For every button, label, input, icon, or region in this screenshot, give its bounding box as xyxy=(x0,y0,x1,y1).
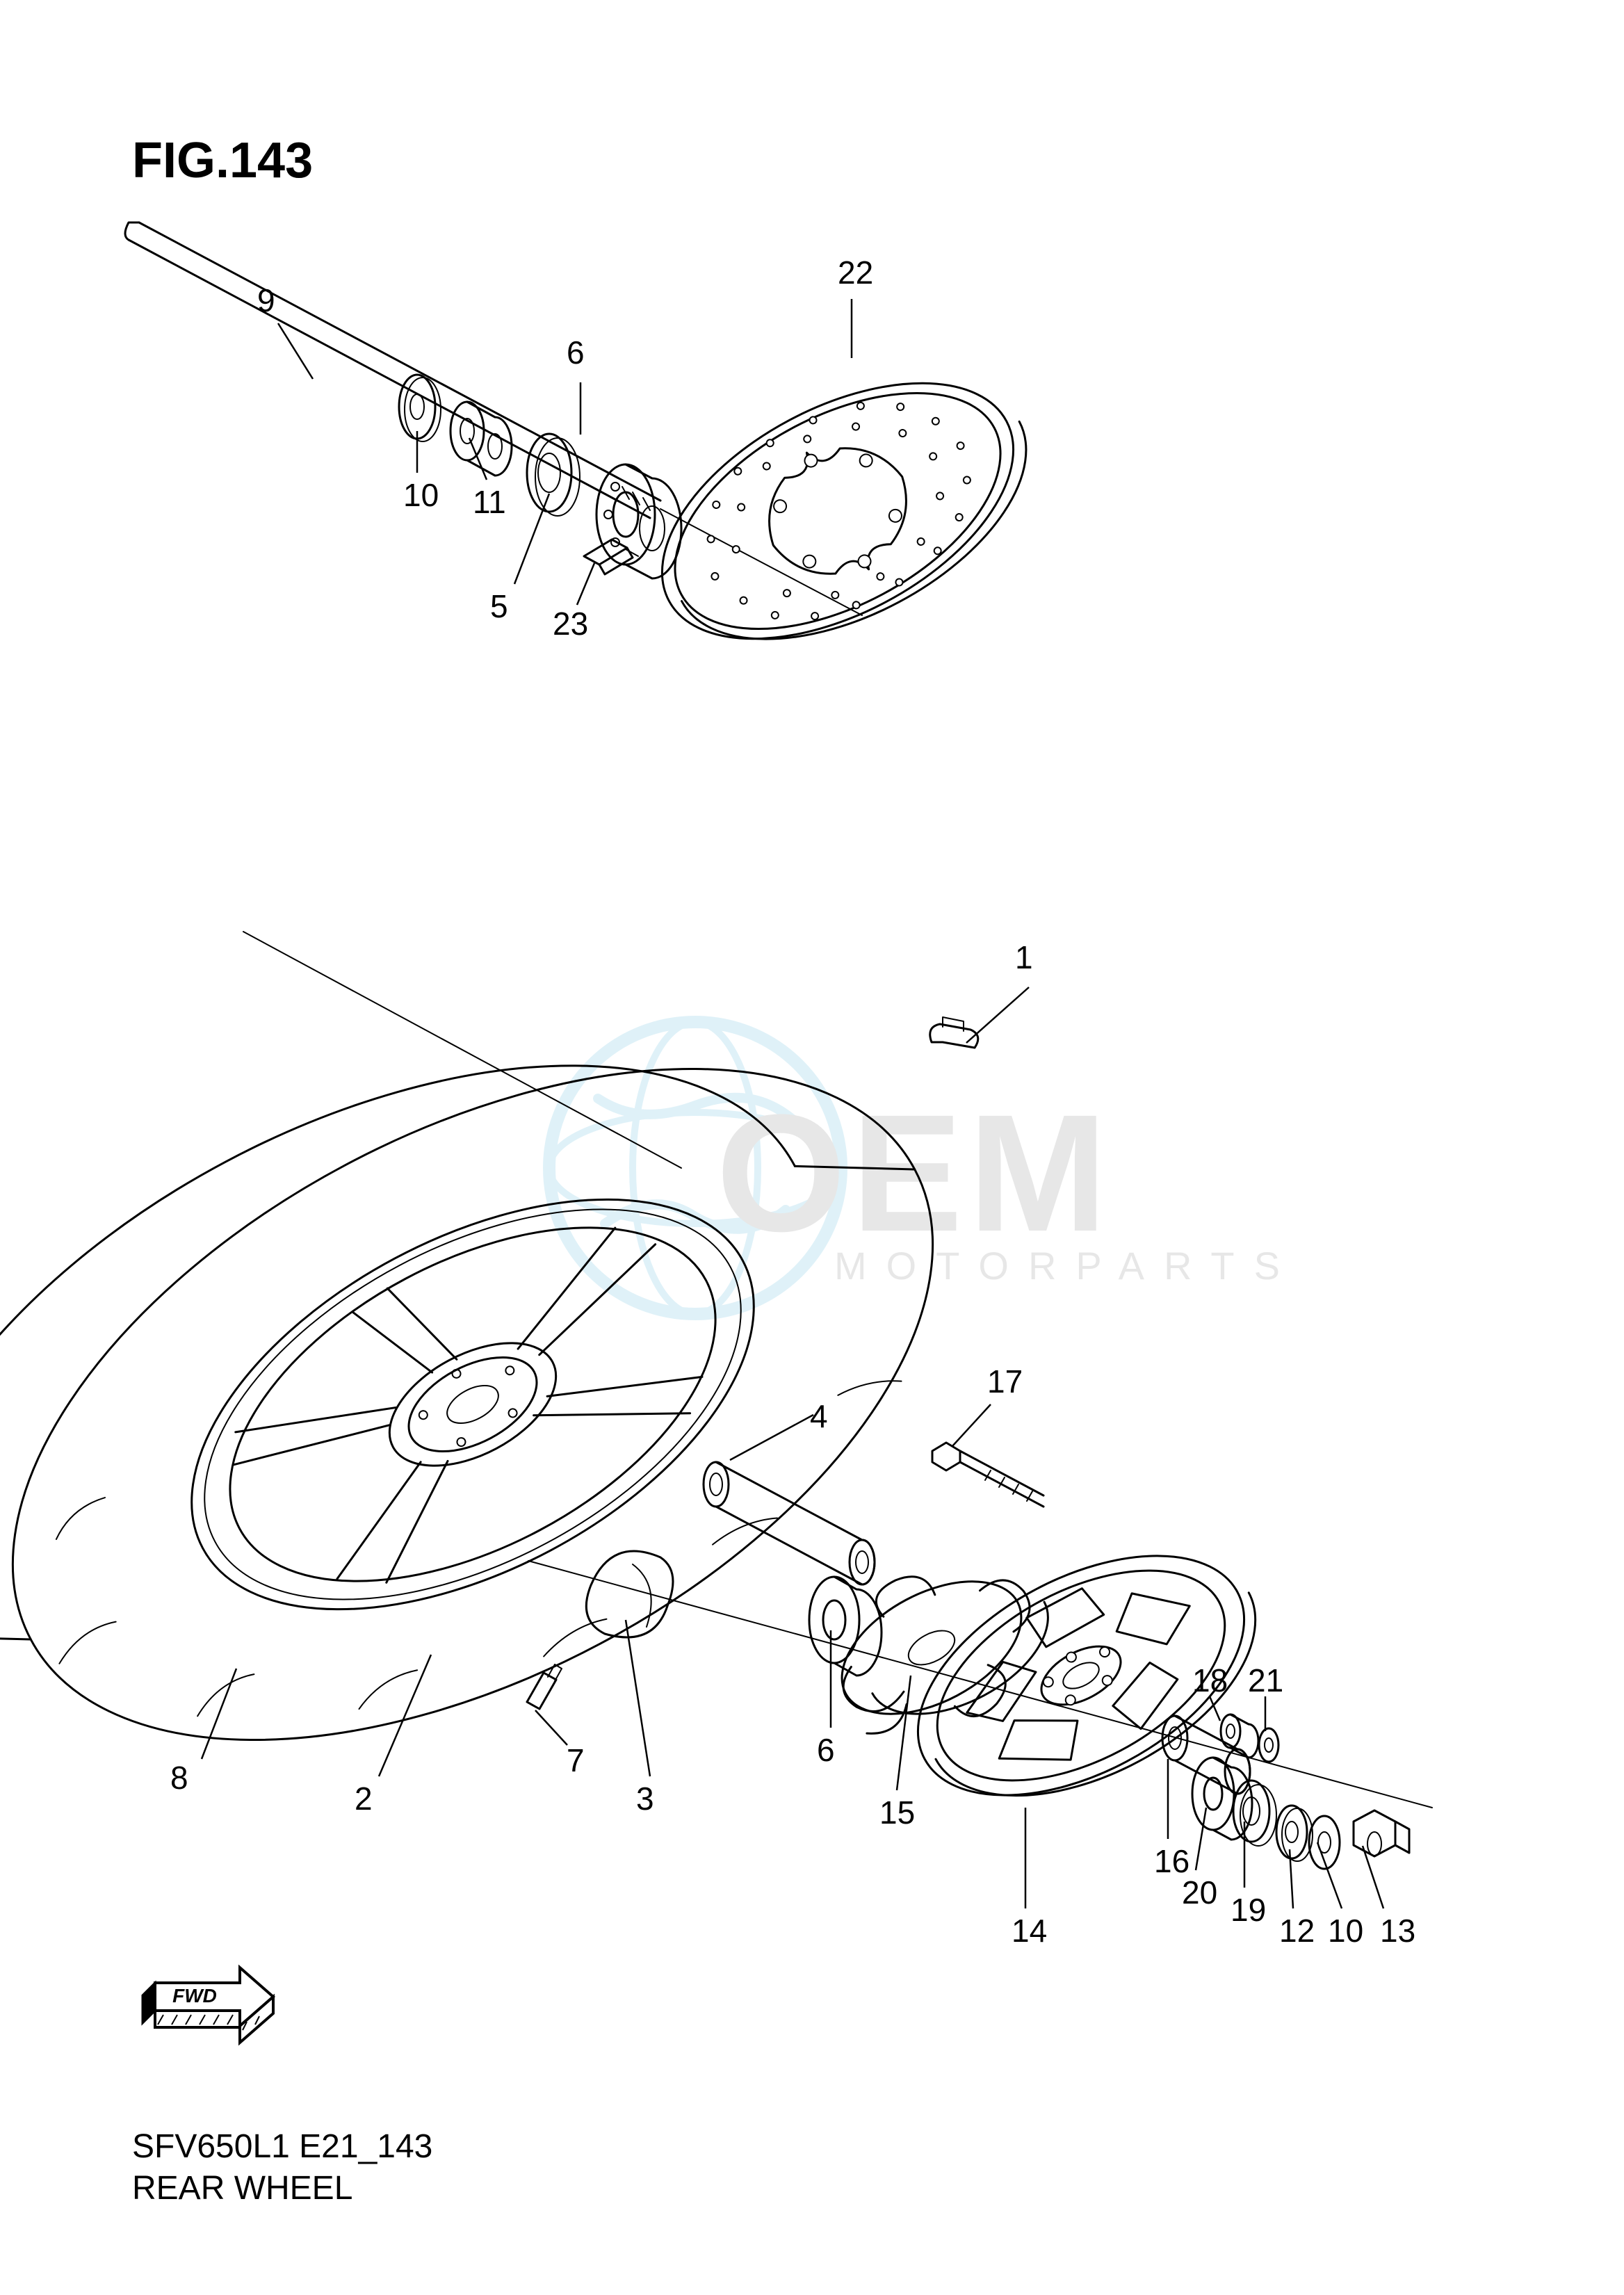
leader-4 xyxy=(730,1415,813,1460)
callout-7: 7 xyxy=(567,1742,585,1779)
fwd-badge: FWD xyxy=(115,1961,282,2054)
exploded-diagram xyxy=(0,0,1624,2295)
callout-10b: 10 xyxy=(1328,1912,1363,1949)
part-washer-12 xyxy=(1276,1806,1313,1861)
callout-2: 2 xyxy=(355,1780,373,1817)
part-valve-stem-7 xyxy=(527,1664,562,1709)
leader-15 xyxy=(897,1676,911,1790)
figure-title: FIG.143 xyxy=(132,132,313,189)
leader-11 xyxy=(469,438,487,480)
part-sprocket-bolt-17 xyxy=(932,1443,1044,1507)
callout-13: 13 xyxy=(1380,1912,1415,1949)
part-spacer-tube-4 xyxy=(704,1462,875,1584)
watermark: OEM MOTORPARTS xyxy=(0,0,1624,2295)
callout-21: 21 xyxy=(1248,1662,1283,1699)
part-spacer-11 xyxy=(450,402,512,476)
fwd-label: FWD xyxy=(172,1985,217,2006)
part-balance-weight-1 xyxy=(930,1017,978,1048)
leader-7 xyxy=(535,1710,567,1745)
part-bearing-20 xyxy=(1192,1758,1252,1840)
callout-12: 12 xyxy=(1279,1912,1315,1949)
leader-18 xyxy=(1210,1696,1220,1721)
part-seal-5 xyxy=(527,434,580,516)
part-washer-10 xyxy=(399,375,441,441)
leader-8 xyxy=(202,1669,236,1759)
part-disc-bolt-23 xyxy=(584,540,638,574)
part-brake-disc-22 xyxy=(621,325,1068,697)
watermark-globe xyxy=(549,1022,841,1314)
leader-12 xyxy=(1290,1849,1293,1908)
watermark-text-1: OEM xyxy=(716,1080,1113,1266)
leader-17 xyxy=(952,1404,991,1446)
watermark-text-2: MOTORPARTS xyxy=(834,1244,1299,1288)
callout-9: 9 xyxy=(257,282,275,319)
part-tire-and-wheel xyxy=(0,878,1042,1928)
part-collar-18 xyxy=(1221,1714,1258,1758)
footer-title: REAR WHEEL xyxy=(132,2169,352,2207)
part-washer-21 xyxy=(1259,1728,1278,1762)
callout-6: 6 xyxy=(567,334,585,371)
leader-2 xyxy=(379,1655,431,1776)
leader-3 xyxy=(626,1620,650,1776)
part-bearing-6-upper xyxy=(596,464,681,578)
leader-1 xyxy=(966,987,1029,1043)
part-washer-10b xyxy=(1309,1816,1340,1869)
callout-3: 3 xyxy=(636,1780,654,1817)
callout-20: 20 xyxy=(1182,1874,1217,1911)
callout-19: 19 xyxy=(1231,1891,1266,1929)
callout-8: 8 xyxy=(170,1759,188,1797)
leader-23 xyxy=(577,563,594,605)
leader-20 xyxy=(1196,1808,1206,1870)
callout-17: 17 xyxy=(987,1363,1023,1400)
callout-1: 1 xyxy=(1015,939,1033,976)
leader-9 xyxy=(278,323,313,379)
part-cush-damper-3 xyxy=(586,1551,673,1637)
callout-4: 4 xyxy=(810,1397,828,1435)
part-axle-nut-13 xyxy=(1354,1810,1409,1856)
callout-15: 15 xyxy=(879,1794,915,1831)
callout-14: 14 xyxy=(1012,1912,1047,1949)
part-spacer-16 xyxy=(1162,1716,1250,1794)
callout-18: 18 xyxy=(1192,1662,1228,1699)
callout-11: 11 xyxy=(473,483,506,521)
callout-10: 10 xyxy=(403,476,439,514)
leader-10b xyxy=(1317,1842,1342,1908)
callout-5: 5 xyxy=(490,587,508,625)
callout-23: 23 xyxy=(553,605,588,642)
footer-code: SFV650L1 E21_143 xyxy=(132,2127,432,2166)
leader-5 xyxy=(514,494,549,584)
callout-22: 22 xyxy=(838,254,873,291)
callout-6b: 6 xyxy=(817,1731,835,1769)
part-bearing-6-lower xyxy=(809,1577,882,1676)
part-seal-19 xyxy=(1233,1781,1276,1846)
leader-13 xyxy=(1363,1846,1383,1908)
part-sprocket-carrier-15 xyxy=(809,1523,1077,1767)
